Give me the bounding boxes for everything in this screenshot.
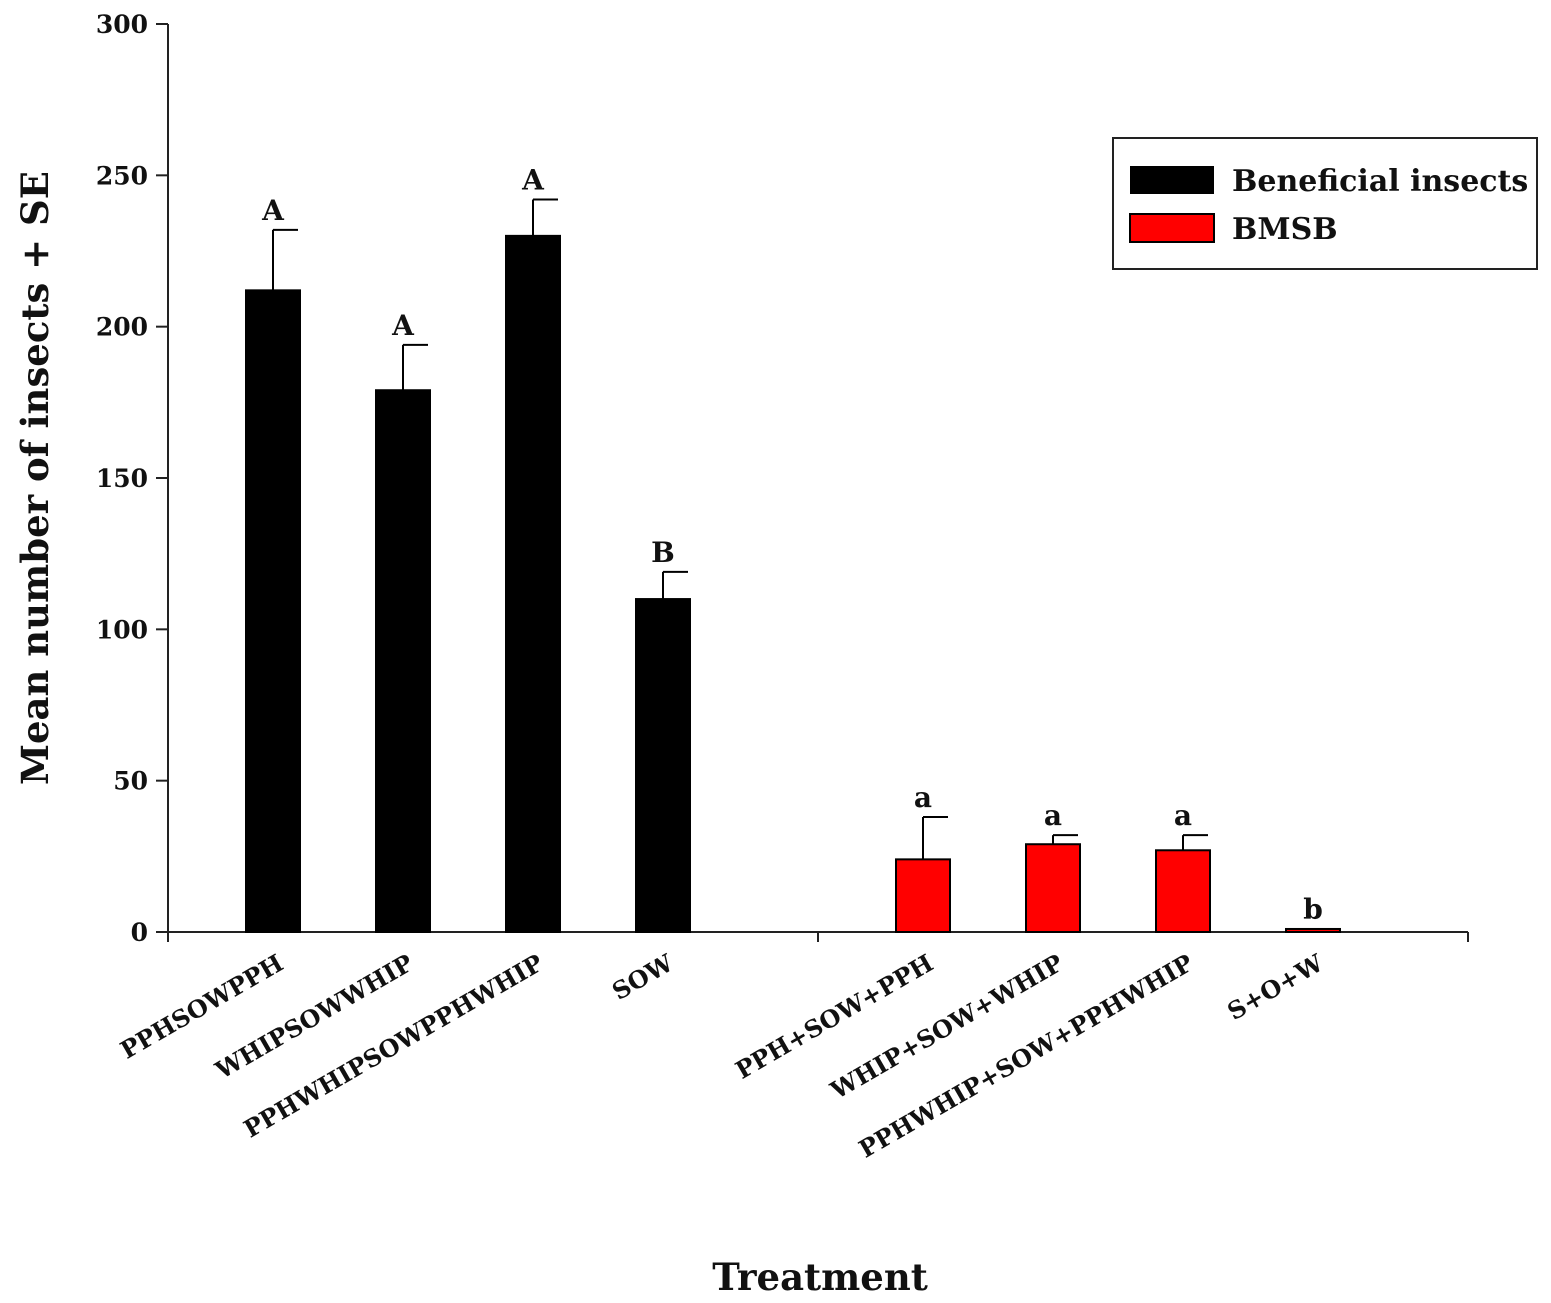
legend: Beneficial insects BMSB <box>1112 137 1538 270</box>
significance-label: a <box>1044 799 1062 832</box>
bar <box>245 289 301 933</box>
y-tick-label: 0 <box>131 918 148 947</box>
x-tick-label: SOW <box>607 948 679 1006</box>
bar <box>505 234 561 934</box>
significance-label: B <box>651 536 675 569</box>
significance-label: A <box>391 309 415 342</box>
bar <box>375 389 431 933</box>
y-tick-label: 100 <box>96 615 148 644</box>
legend-label-beneficial: Beneficial insects <box>1232 164 1528 199</box>
significance-label: A <box>261 194 285 227</box>
y-tick-label: 200 <box>96 313 148 342</box>
bar <box>1025 843 1081 934</box>
y-tick-label: 300 <box>96 10 148 39</box>
legend-box <box>1112 137 1538 270</box>
significance-label: a <box>1174 799 1192 832</box>
significance-label: a <box>914 781 932 814</box>
y-axis-ticks: 0 50 100 150 200 250 300 <box>96 10 168 947</box>
bars: A A A Ba a a b <box>245 164 1341 934</box>
legend-swatch-bmsb <box>1129 213 1215 243</box>
y-tick-label: 150 <box>96 464 148 493</box>
bar <box>895 858 951 933</box>
y-tick-label: 250 <box>96 161 148 190</box>
significance-label: b <box>1303 893 1323 926</box>
bar <box>1285 927 1341 933</box>
bar <box>1155 849 1211 934</box>
legend-swatch-beneficial <box>1130 166 1214 194</box>
x-axis-title: Treatment <box>712 1255 928 1299</box>
y-axis-title: Mean number of insects + SE <box>13 171 57 785</box>
y-tick-label: 50 <box>113 767 148 796</box>
bar <box>635 598 691 933</box>
x-tick-label: S+O+W <box>1222 948 1329 1026</box>
x-tick-label: WHIP+SOW+WHIP <box>825 948 1068 1105</box>
significance-label: A <box>521 164 545 197</box>
legend-label-bmsb: BMSB <box>1232 212 1338 247</box>
